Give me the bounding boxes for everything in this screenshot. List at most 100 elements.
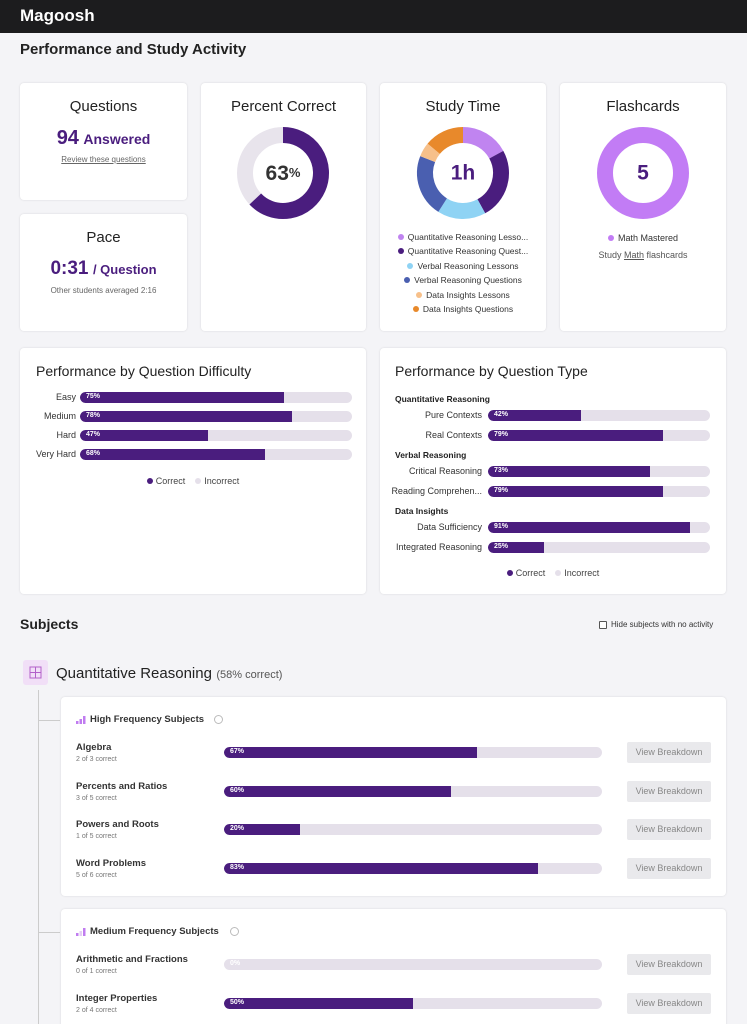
view-breakdown[interactable]: View Breakdown: [627, 819, 711, 840]
bar-label: 79%: [494, 486, 509, 494]
bar-label: 50%: [230, 998, 245, 1006]
card-title: Pace: [86, 229, 121, 246]
bar-label: 42%: [494, 411, 509, 418]
section-header[interactable]: Quantitative Reasoning (58% correct): [56, 665, 282, 683]
difficulty-card: Performance by Question Difficulty Easy 7…: [20, 348, 366, 594]
view-breakdown[interactable]: View Breakdown: [627, 992, 711, 1014]
pace-value: 0:31: [50, 258, 89, 279]
subject-detail: 0 of 1 correct: [76, 968, 117, 975]
bar: [488, 541, 544, 553]
bar-track: 42%: [488, 410, 710, 421]
donut-segment: [427, 127, 464, 155]
bar-label: 67%: [230, 748, 245, 755]
subject-name: Powers and Roots: [76, 819, 159, 830]
legend-label: Correct: [515, 568, 546, 578]
donut-segment: [438, 198, 486, 219]
icon-bar: [79, 719, 82, 724]
bar-track: 79%: [488, 429, 710, 441]
math-link[interactable]: Math: [623, 250, 644, 260]
legend: Correct Incorrect: [493, 568, 613, 578]
bar-track: 78%: [80, 411, 352, 422]
questions-card: Questions 94 Answered Review these quest…: [20, 83, 187, 200]
bar-label: 75%: [86, 393, 101, 400]
legend-label: Verbal Reasoning Lessons: [417, 260, 519, 271]
legend-label: Incorrect: [204, 476, 240, 486]
subject-detail: 1 of 5 correct: [76, 833, 117, 840]
subject-name: Word Problems: [76, 857, 147, 869]
view-breakdown[interactable]: View Breakdown: [627, 780, 711, 802]
group-title: Medium Frequency Subjects: [90, 926, 219, 937]
bar-label: 25%: [494, 542, 509, 550]
pace-note: Other students averaged 2:16: [50, 286, 157, 295]
donut: 1h: [417, 127, 509, 219]
link-pre: Study: [598, 250, 622, 260]
section-name: Quantitative Reasoning: [56, 665, 212, 682]
bar-label: 60%: [230, 786, 245, 794]
legend-dot: [607, 235, 614, 241]
row-label: Very Hard: [35, 449, 76, 459]
view-breakdown[interactable]: View Breakdown: [627, 954, 711, 975]
bar: [488, 410, 582, 421]
donut-segment: [477, 150, 509, 214]
bar-track: 0%: [224, 959, 602, 970]
info-icon: [230, 927, 239, 936]
logo[interactable]: Magoosh: [20, 6, 95, 25]
percent-correct-card: Percent Correct 63%: [201, 83, 366, 331]
subject-detail: 2 of 3 correct: [76, 756, 117, 763]
bar-track: 20%: [224, 824, 602, 835]
question-type-card: Performance by Question Type Quantitativ…: [380, 348, 726, 594]
count-unit: Answered: [83, 131, 151, 147]
bar: [224, 785, 451, 797]
donut-segment: [462, 127, 504, 159]
view-breakdown[interactable]: View Breakdown: [627, 857, 711, 879]
row-label: Hard: [56, 430, 76, 440]
legend-dot: [416, 291, 423, 298]
card-title: Questions: [69, 98, 138, 115]
card-title: Study Time: [425, 98, 501, 115]
card-title: Performance by Question Difficulty: [36, 363, 252, 379]
legend-label: Quantitative Reasoning Quest...: [407, 246, 529, 257]
bar-label: 83%: [230, 863, 245, 871]
section-summary: (58% correct): [216, 669, 283, 681]
bar: [488, 522, 691, 533]
donut: 5: [597, 127, 689, 219]
group-title: High Frequency Subjects: [90, 714, 205, 725]
study-link-line: Study Math flashcards: [560, 250, 726, 260]
row-label: Pure Contexts: [424, 410, 482, 420]
review-link[interactable]: Review these questions: [61, 155, 146, 164]
legend-item: Data Insights Lessons: [380, 290, 546, 300]
header-bar: Magoosh: [0, 0, 747, 33]
tree-line: [38, 690, 39, 1024]
info-icon: [214, 715, 223, 724]
bar: [224, 824, 300, 835]
icon-bar: [83, 928, 86, 936]
hide-label[interactable]: Hide subjects with no activity: [611, 620, 714, 629]
bar-label: 78%: [86, 412, 101, 419]
legend-item: Quantitative Reasoning Quest...: [380, 246, 546, 256]
subject-group: High Frequency Subjects Algebra 2 of 3 cor…: [61, 697, 726, 896]
legend-item: Data Insights Questions: [380, 304, 546, 314]
legend-label: Incorrect: [564, 568, 600, 578]
tree-branch: [38, 932, 60, 933]
bar-label: 73%: [494, 467, 509, 474]
pace-card: Pace 0:31 / Question Other students aver…: [20, 214, 187, 331]
legend-dot: [397, 248, 404, 255]
donut-arc: [249, 127, 329, 219]
legend-item: Verbal Reasoning Lessons: [380, 261, 546, 271]
row-label: Data Sufficiency: [417, 522, 482, 532]
bar: [80, 411, 293, 422]
legend-label: Data Insights Lessons: [426, 289, 510, 300]
bar-track: 79%: [488, 485, 710, 497]
legend-dot: [555, 570, 562, 576]
icon-bar: [79, 931, 82, 936]
subject-detail: 2 of 4 correct: [76, 1006, 117, 1014]
icon-bar: [76, 933, 79, 936]
view-breakdown[interactable]: View Breakdown: [627, 742, 711, 763]
legend-dot: [195, 478, 202, 484]
hide-checkbox[interactable]: [599, 621, 607, 629]
bar-track: 83%: [224, 862, 602, 874]
legend-dot: [412, 306, 419, 312]
percent-unit: %: [289, 165, 301, 180]
row-label: Integrated Reasoning: [395, 541, 482, 552]
legend-label: Math Mastered: [617, 233, 679, 243]
